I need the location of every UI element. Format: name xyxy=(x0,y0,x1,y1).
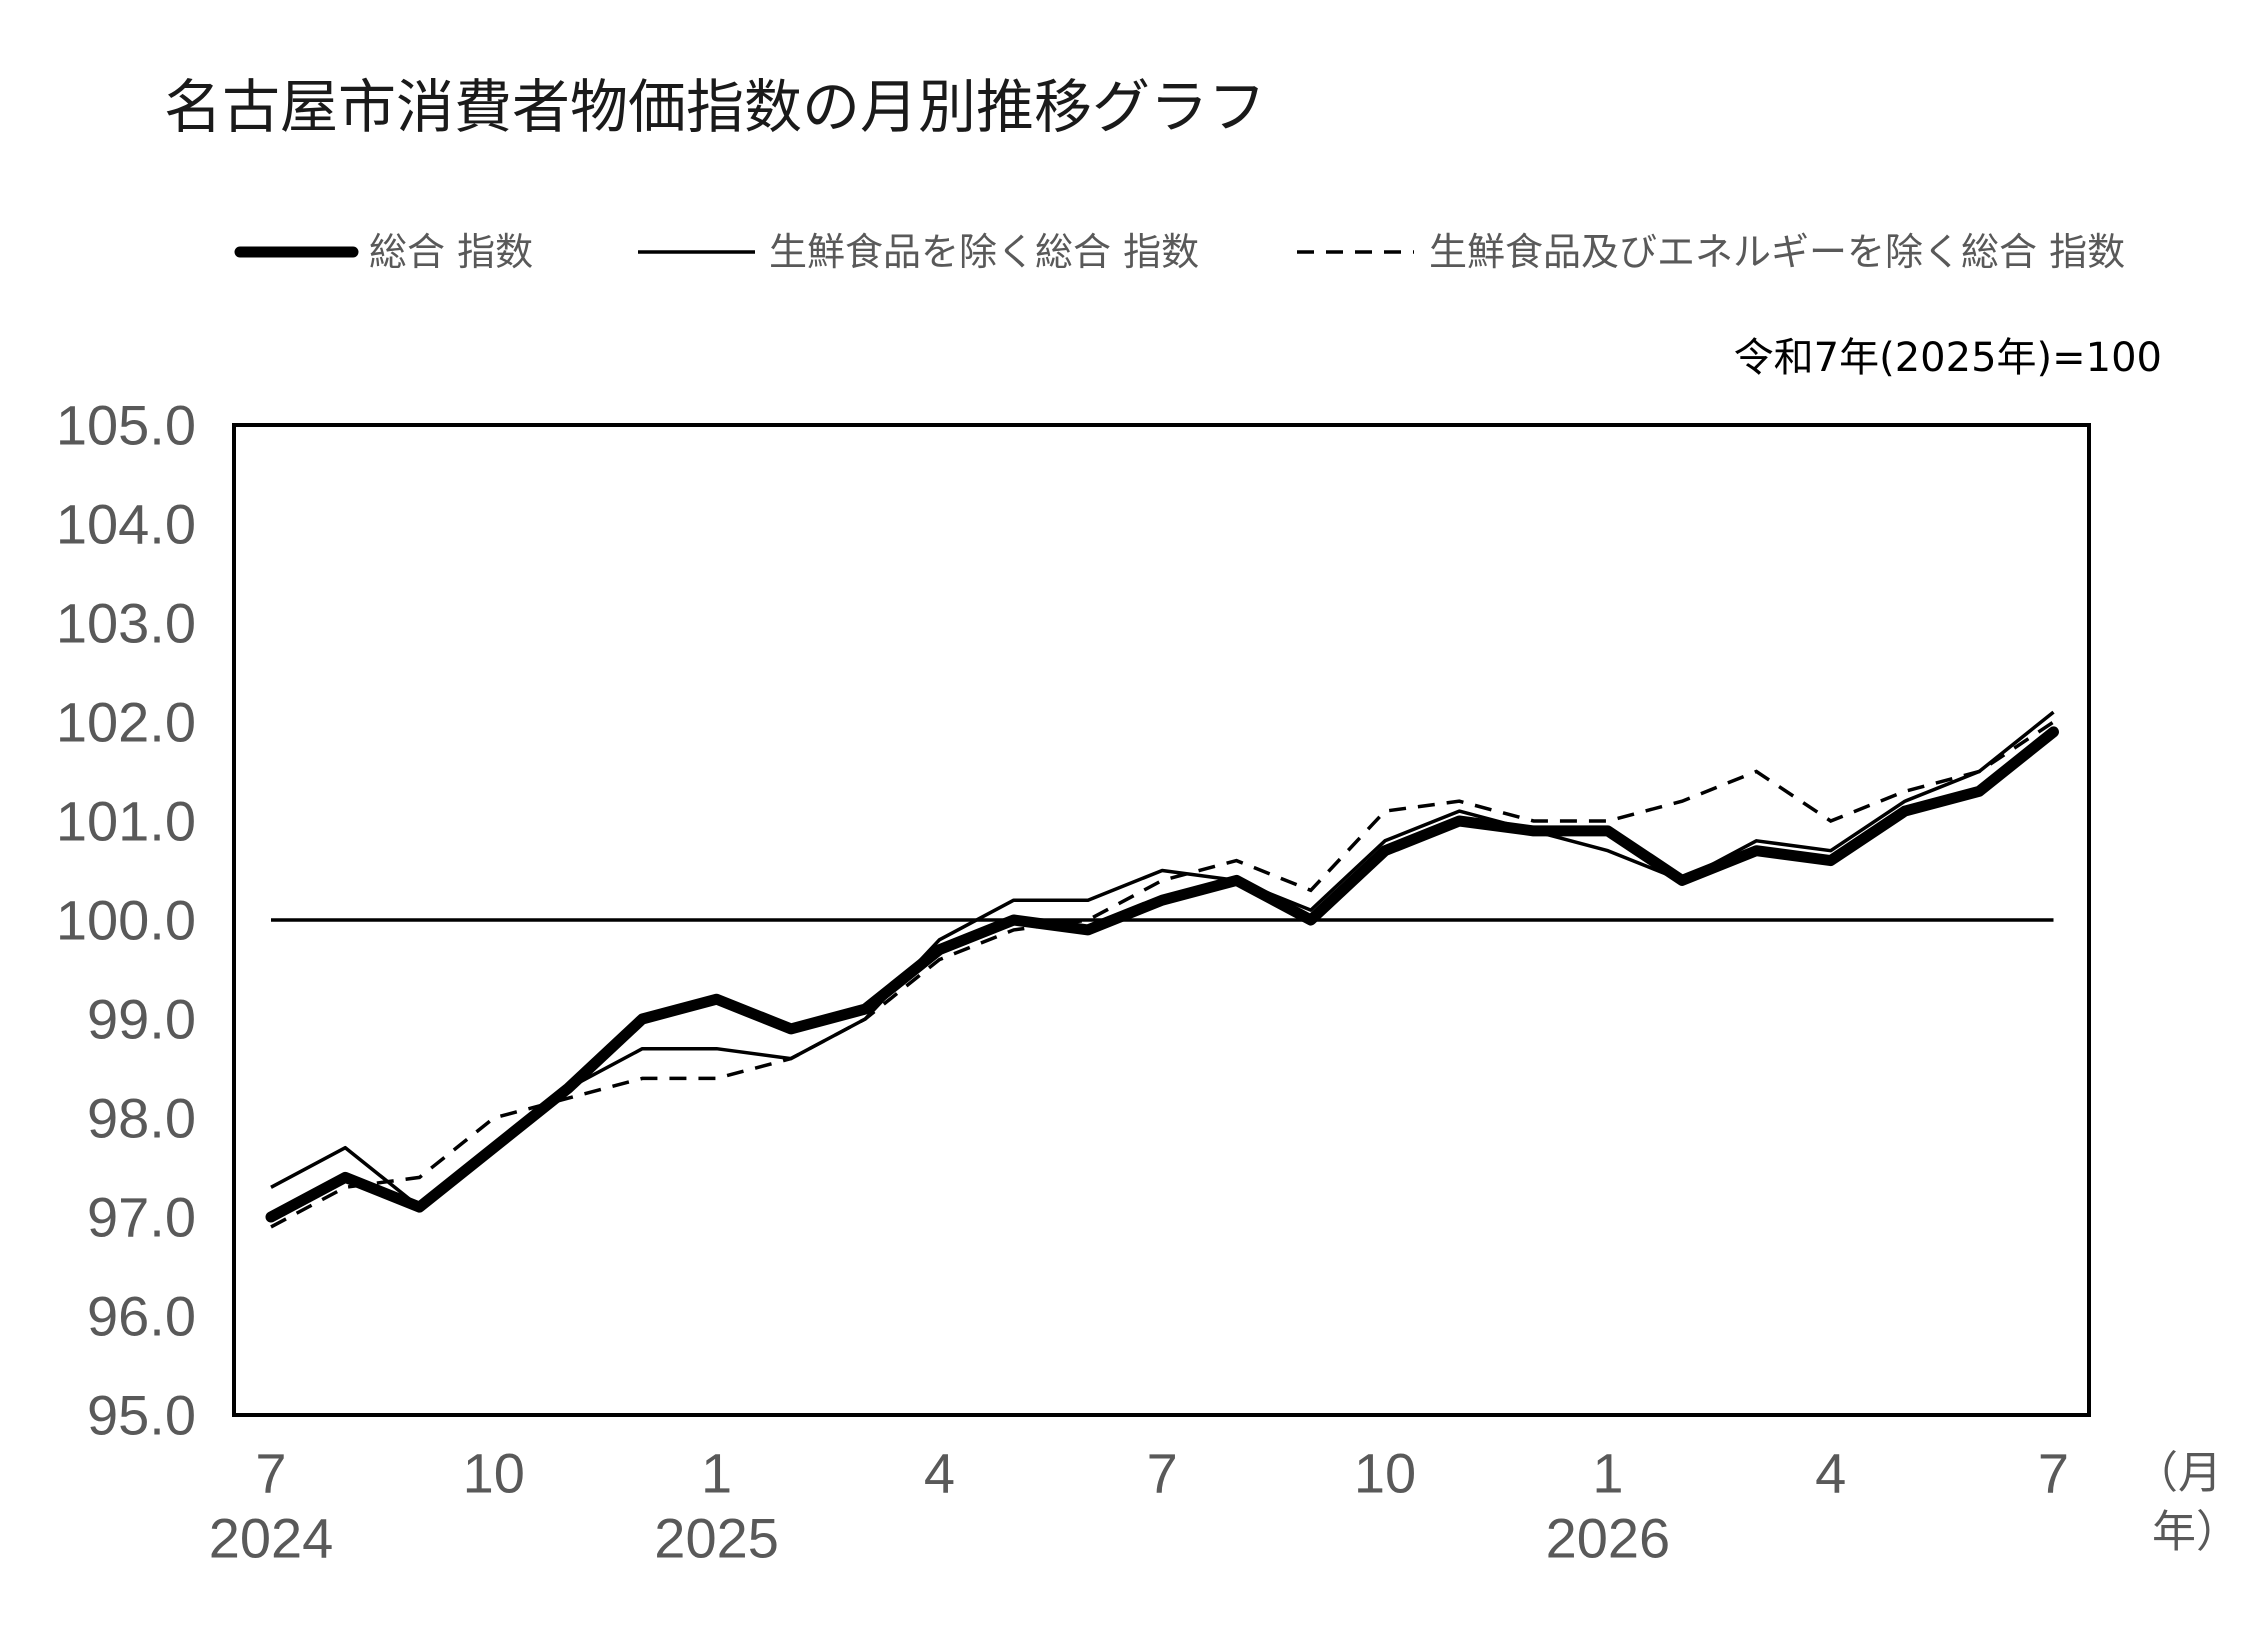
y-tick-label: 103.0 xyxy=(56,592,196,655)
plot-area-frame xyxy=(232,423,2091,1417)
chart-title: 名古屋市消費者物価指数の月別推移グラフ xyxy=(164,73,1266,141)
series-line-excl-fresh-food-energy xyxy=(270,720,2055,1229)
x-tick-label: 1 xyxy=(701,1442,732,1505)
x-axis-unit-year: 年） xyxy=(2152,1507,2240,1558)
x-axis-unit-month: （月 xyxy=(2134,1448,2222,1499)
y-tick-label: 97.0 xyxy=(87,1186,196,1249)
x-tick-label: 10 xyxy=(463,1442,525,1505)
legend-label-excl-fresh-food: 生鮮食品を除く総合 指数 xyxy=(769,230,1199,274)
x-tick-label: 10 xyxy=(1354,1442,1416,1505)
y-tick-label: 101.0 xyxy=(56,790,196,853)
y-tick-label: 104.0 xyxy=(56,493,196,556)
y-tick-label: 98.0 xyxy=(87,1087,196,1150)
series-lines xyxy=(265,710,2059,1229)
y-tick-label: 99.0 xyxy=(87,988,196,1051)
x-tick-label: 7 xyxy=(255,1442,286,1505)
x-tick-year-label: 2024 xyxy=(209,1507,334,1570)
y-tick-label: 95.0 xyxy=(87,1384,196,1447)
legend-item-overall: 総合 指数 xyxy=(234,230,533,274)
series-line-overall xyxy=(265,726,2059,1223)
series-line-excl-fresh-food xyxy=(270,710,2055,1209)
legend: 総合 指数 生鮮食品を除く総合 指数 生鮮食品及びエネルギーを除く総合 指数 xyxy=(234,230,2125,274)
legend-label-overall: 総合 指数 xyxy=(369,230,533,274)
x-tick-label: 4 xyxy=(924,1442,955,1505)
x-tick-label: 1 xyxy=(1592,1442,1623,1505)
legend-item-excl-fresh-food-energy: 生鮮食品及びエネルギーを除く総合 指数 xyxy=(1297,230,2125,274)
legend-item-excl-fresh-food: 生鮮食品を除く総合 指数 xyxy=(638,230,1199,274)
y-axis-tick-labels: 105.0 104.0 103.0 102.0 101.0 100.0 99.0 98.0 97… xyxy=(56,394,196,1447)
y-tick-label: 102.0 xyxy=(56,691,196,754)
base-year-note: 令和7年(2025年)=100 xyxy=(1734,335,2162,381)
y-tick-label: 96.0 xyxy=(87,1285,196,1348)
y-tick-label: 100.0 xyxy=(56,889,196,952)
x-tick-label: 4 xyxy=(1815,1442,1846,1505)
legend-label-excl-fresh-food-energy: 生鮮食品及びエネルギーを除く総合 指数 xyxy=(1429,230,2125,274)
x-tick-label: 7 xyxy=(2038,1442,2069,1505)
x-tick-label: 7 xyxy=(1147,1442,1178,1505)
x-tick-year-label: 2026 xyxy=(1546,1507,1671,1570)
x-tick-year-label: 2025 xyxy=(654,1507,779,1570)
y-tick-label: 105.0 xyxy=(56,394,196,457)
